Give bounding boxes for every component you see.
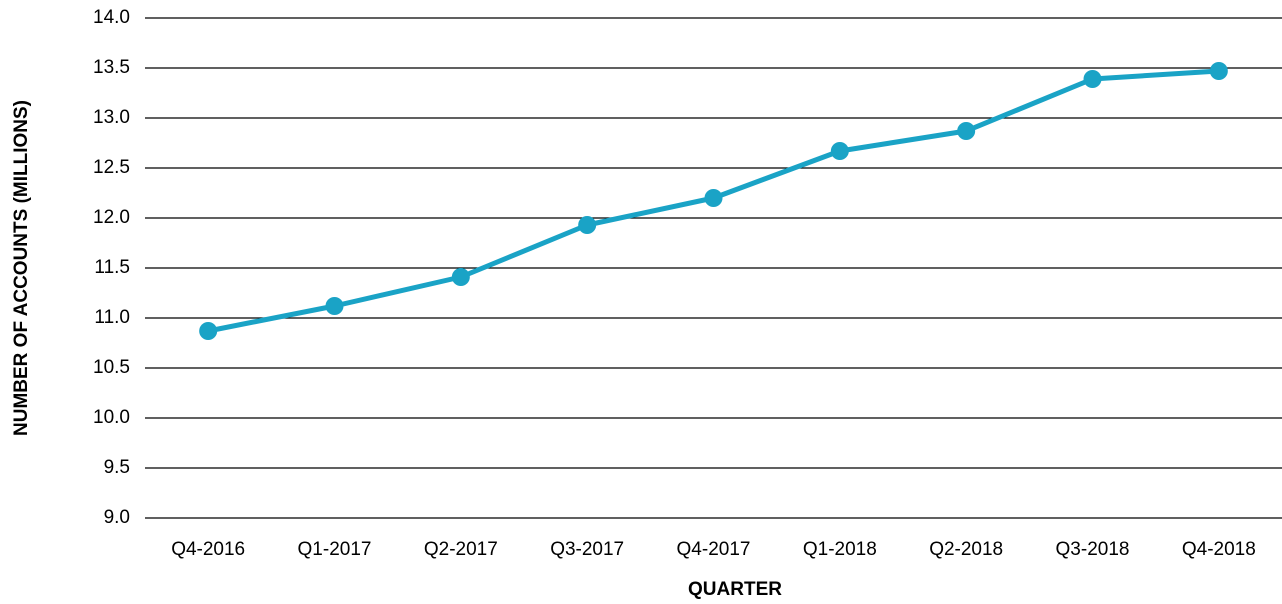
x-tick-label: Q1-2017 — [298, 539, 372, 560]
data-point — [325, 297, 344, 315]
y-axis-title: NUMBER OF ACCOUNTS (MILLIONS) — [11, 100, 32, 436]
x-tick-label: Q3-2018 — [1056, 539, 1130, 560]
x-tick-label: Q2-2017 — [424, 539, 498, 560]
y-tick-label: 12.5 — [93, 157, 130, 178]
y-tick-label: 14.0 — [93, 7, 130, 28]
x-tick-label: Q4-2017 — [677, 539, 751, 560]
x-tick-label: Q1-2018 — [803, 539, 877, 560]
x-tick-label: Q3-2017 — [550, 539, 624, 560]
y-tick-label: 13.0 — [93, 107, 130, 128]
y-tick-label: 10.0 — [93, 407, 130, 428]
y-tick-label: 10.5 — [93, 357, 130, 378]
data-point — [830, 142, 849, 160]
y-tick-label: 9.5 — [104, 457, 130, 478]
y-tick-label: 11.5 — [94, 257, 130, 278]
y-tick-label: 9.0 — [104, 507, 130, 528]
y-tick-label: 12.0 — [93, 207, 130, 228]
x-tick-label: Q4-2018 — [1182, 539, 1256, 560]
x-axis-title: QUARTER — [688, 579, 782, 600]
y-tick-label: 11.0 — [94, 307, 130, 328]
data-point — [704, 189, 723, 207]
data-point — [1209, 62, 1228, 80]
data-point — [578, 216, 597, 234]
data-point — [451, 268, 470, 286]
x-tick-label: Q4-2016 — [171, 539, 245, 560]
data-point — [957, 122, 976, 140]
x-tick-label: Q2-2018 — [929, 539, 1003, 560]
data-point — [1083, 70, 1102, 88]
data-point — [199, 322, 218, 340]
y-tick-label: 13.5 — [93, 57, 130, 78]
